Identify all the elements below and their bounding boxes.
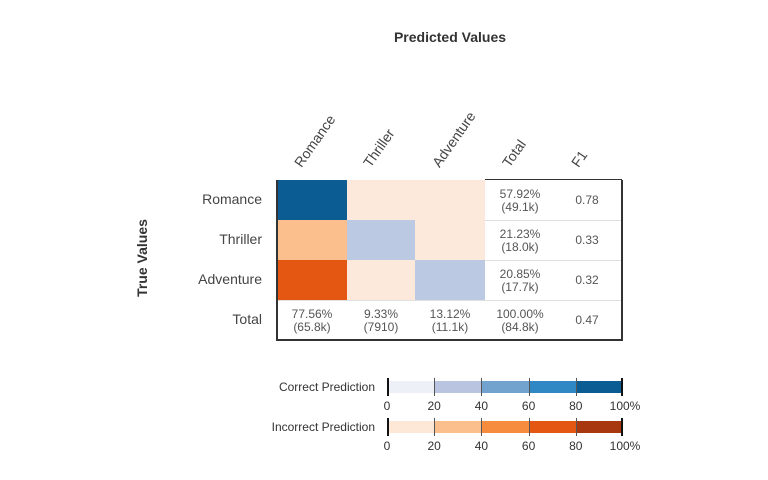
column-label: F1 (567, 147, 590, 170)
legend-label: Correct Prediction (278, 380, 375, 394)
row-total-count: (49.1k) (501, 200, 539, 214)
row-label: Adventure (198, 271, 262, 287)
row-label: Romance (202, 191, 262, 207)
legend-tick-label: 0 (383, 399, 391, 413)
legend-tick (481, 378, 483, 396)
column-total-count: (7910) (363, 320, 399, 334)
matrix-cell (415, 260, 485, 300)
f1-score: 0.33 (575, 233, 599, 247)
legend-swatch (387, 421, 435, 433)
column-total-count: (84.8k) (501, 320, 539, 334)
row-label: Thriller (219, 231, 262, 247)
column-label: Thriller (359, 125, 398, 170)
legend-label: Incorrect Prediction (271, 420, 375, 434)
legend-tick-label: 60 (521, 439, 536, 453)
row-total: 21.23% (18.0k) (485, 228, 555, 254)
axis-left (276, 180, 278, 340)
f1-score: 0.78 (575, 193, 599, 207)
legend-swatch (528, 381, 576, 393)
legend-tick-label: 20 (427, 439, 441, 453)
legend-tick-label: 100% (609, 439, 641, 453)
legend-tick-label: 0 (383, 439, 391, 453)
row-total-count: (18.0k) (501, 240, 539, 254)
legend-tick (621, 418, 623, 436)
matrix-cell (415, 180, 485, 220)
matrix-cell (277, 220, 347, 260)
legend-swatch (387, 381, 435, 393)
row-total: 20.85% (17.7k) (485, 268, 555, 294)
column-total: 13.12% (11.1k) (415, 308, 485, 334)
grid-line (485, 260, 622, 261)
legend-swatch (481, 421, 529, 433)
legend-tick-label: 40 (474, 399, 489, 413)
legend-swatch (575, 381, 623, 393)
legend-tick (575, 418, 577, 436)
axis-bottom (276, 339, 623, 341)
axis-right (621, 180, 623, 340)
grid-line (485, 300, 622, 301)
legend-tick-label: 80 (569, 399, 583, 413)
legend-tick (387, 418, 389, 436)
legend-swatch (528, 421, 576, 433)
legend-tick (528, 378, 530, 396)
legend-tick (528, 418, 530, 436)
grid-line (277, 300, 485, 301)
f1-score: 0.47 (575, 313, 599, 327)
row-label: Total (232, 311, 262, 327)
matrix-cell (347, 220, 415, 260)
column-total: 100.00% (84.8k) (485, 308, 555, 334)
row-total-percent: 20.85% (499, 267, 541, 281)
row-total-percent: 57.92% (499, 187, 541, 201)
matrix-cell (347, 180, 415, 220)
column-total-count: (11.1k) (431, 320, 469, 334)
legend-tick-label: 60 (521, 399, 536, 413)
legend-swatch (434, 381, 482, 393)
legend-tick (434, 378, 436, 396)
axis-top (485, 179, 622, 180)
column-total-percent: 77.56% (291, 307, 333, 321)
row-total-percent: 21.23% (499, 227, 541, 241)
column-label: Total (498, 136, 529, 170)
matrix-cell (415, 220, 485, 260)
row-total: 57.92% (49.1k) (485, 188, 555, 214)
column-total-percent: 100.00% (496, 307, 544, 321)
legend-swatch (575, 421, 623, 433)
legend-tick (434, 418, 436, 436)
legend-tick (387, 378, 389, 396)
row-total-count: (17.7k) (501, 280, 539, 294)
legend-tick (481, 418, 483, 436)
column-total-percent: 13.12% (429, 307, 471, 321)
grid-line (485, 220, 622, 221)
legend-tick-label: 40 (474, 439, 489, 453)
matrix-cell (277, 260, 347, 300)
column-total-percent: 9.33% (363, 307, 399, 321)
column-total-count: (65.8k) (293, 320, 331, 334)
matrix-cell (347, 260, 415, 300)
column-label: Romance (290, 111, 339, 170)
f1-score: 0.32 (575, 273, 599, 287)
column-label: Adventure (428, 108, 479, 170)
column-total: 9.33% (7910) (347, 308, 415, 334)
legend-tick-label: 80 (569, 439, 583, 453)
legend-swatch (434, 421, 482, 433)
legend-tick (621, 378, 623, 396)
legend-swatch (481, 381, 529, 393)
matrix-cell (277, 180, 347, 220)
legend-tick (575, 378, 577, 396)
column-total: 77.56% (65.8k) (277, 308, 347, 334)
legend-tick-label: 100% (609, 399, 641, 413)
legend-tick-label: 20 (427, 399, 441, 413)
x-axis-title: Predicted Values (393, 29, 507, 45)
